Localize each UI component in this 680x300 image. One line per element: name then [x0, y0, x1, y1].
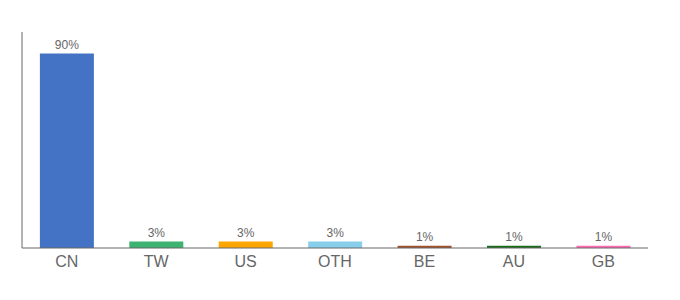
- svg-text:US: US: [234, 253, 256, 270]
- svg-text:90%: 90%: [55, 38, 79, 52]
- svg-text:3%: 3%: [237, 226, 255, 240]
- svg-text:3%: 3%: [326, 226, 344, 240]
- svg-text:GB: GB: [592, 253, 615, 270]
- svg-text:TW: TW: [144, 253, 170, 270]
- svg-text:OTH: OTH: [318, 253, 352, 270]
- svg-text:1%: 1%: [595, 230, 613, 244]
- svg-text:1%: 1%: [505, 230, 523, 244]
- svg-text:AU: AU: [503, 253, 525, 270]
- svg-text:1%: 1%: [416, 230, 434, 244]
- svg-text:3%: 3%: [148, 226, 166, 240]
- svg-text:BE: BE: [414, 253, 435, 270]
- svg-text:CN: CN: [55, 253, 78, 270]
